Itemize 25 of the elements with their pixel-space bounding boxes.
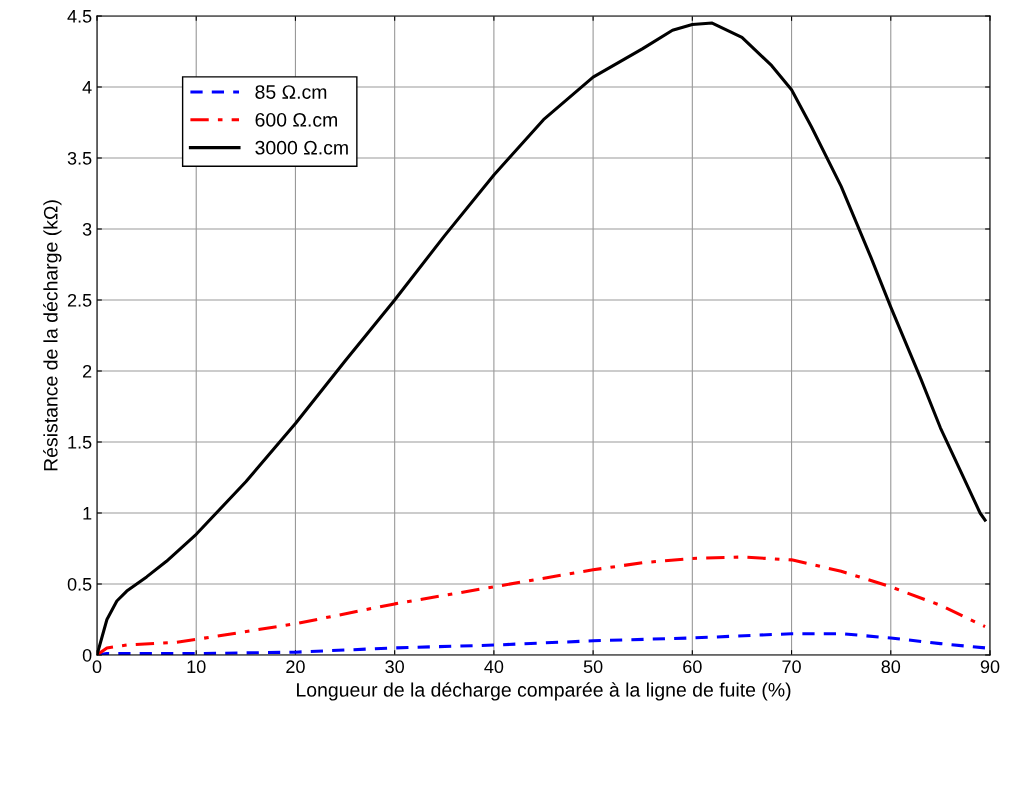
y-tick-label: 4 bbox=[82, 81, 92, 94]
legend-label: 600 Ω.cm bbox=[255, 112, 337, 127]
x-tick-label: 10 bbox=[187, 660, 206, 674]
y-tick-label: 0 bbox=[82, 648, 92, 662]
y-tick-label: 2.5 bbox=[67, 293, 92, 307]
x-tick-label: 0 bbox=[92, 660, 102, 674]
x-tick-label: 60 bbox=[683, 660, 702, 674]
legend-label: 3000 Ω.cm bbox=[255, 140, 348, 155]
y-tick-label: 2 bbox=[83, 364, 92, 378]
x-tick-label: 70 bbox=[782, 660, 801, 674]
x-tick-label: 80 bbox=[881, 660, 901, 674]
x-axis-title: Longueur de la décharge comparée à la ligne de fuite (%) bbox=[297, 682, 791, 701]
y-tick-label: 1 bbox=[83, 507, 92, 520]
y-axis-title: Résistance de la décharge (kΩ) bbox=[43, 200, 62, 471]
x-tick-label: 20 bbox=[286, 660, 305, 674]
y-tick-label: 3.5 bbox=[67, 151, 92, 165]
x-tick-label: 90 bbox=[980, 660, 1000, 674]
x-tick-label: 40 bbox=[484, 660, 504, 674]
y-tick-label: 0.5 bbox=[67, 577, 92, 591]
x-tick-label: 30 bbox=[385, 660, 404, 674]
y-tick-label: 3 bbox=[82, 222, 92, 236]
y-tick-label: 4.5 bbox=[67, 10, 92, 23]
legend-label: 85 Ω.cm bbox=[255, 85, 327, 99]
x-tick-label: 50 bbox=[583, 660, 603, 674]
y-tick-label: 1.5 bbox=[68, 436, 92, 449]
